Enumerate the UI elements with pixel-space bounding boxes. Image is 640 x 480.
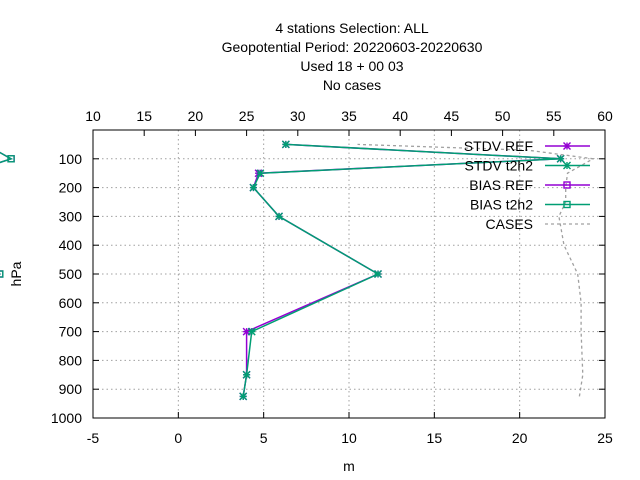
x2-tick-label: 45 xyxy=(444,108,460,124)
x2-tick-label: 15 xyxy=(136,108,152,124)
legend-marker xyxy=(563,161,571,170)
y-tick-label: 700 xyxy=(59,324,83,340)
legend-item-stdv-ref: STDV REF xyxy=(464,138,590,154)
legend-label: STDV t2h2 xyxy=(465,158,534,174)
y-tick-label: 500 xyxy=(59,266,83,282)
x2-tick-label: 50 xyxy=(495,108,511,124)
y-tick-label: 200 xyxy=(59,180,83,196)
legend-item-bias-t2h2: BIAS t2h2 xyxy=(470,197,590,213)
title-line-2: Geopotential Period: 20220603-20220630 xyxy=(222,39,483,55)
x2-tick-label: 55 xyxy=(546,108,562,124)
x2-tick-label: 35 xyxy=(341,108,357,124)
legend-item-stdv-t2h2: STDV t2h2 xyxy=(465,158,590,174)
x-tick-label: 15 xyxy=(427,430,443,446)
data-point-stdv-t2h2 xyxy=(256,169,265,178)
x2-tick-label: 25 xyxy=(239,108,255,124)
x-tick-label: 25 xyxy=(597,430,613,446)
legend-label: CASES xyxy=(486,216,533,232)
axes: -5 0 5 10 15 20 25 10 15 20 25 30 35 40 45 50 55 60 100 200… xyxy=(51,108,613,446)
data-point-stdv-t2h2 xyxy=(242,370,251,379)
series-layer xyxy=(0,140,596,401)
x-tick-label: -5 xyxy=(87,430,100,446)
data-point-bias-t2h2 xyxy=(7,155,15,163)
x-tick-label: 20 xyxy=(512,430,528,446)
data-point-stdv-t2h2 xyxy=(247,327,256,336)
grid xyxy=(93,130,605,418)
x-tick-label: 10 xyxy=(341,430,357,446)
title-line-1: 4 stations Selection: ALL xyxy=(275,20,429,36)
series-bias-t2h2 xyxy=(0,151,15,278)
legend: STDV REF STDV t2h2 BIAS REF BIAS t2h2 CASES xyxy=(464,138,590,232)
legend-label: BIAS t2h2 xyxy=(470,197,533,213)
data-point-bias-t2h2 xyxy=(0,270,4,278)
data-point-stdv-t2h2 xyxy=(275,212,284,221)
x-tick-label: 0 xyxy=(174,430,182,446)
legend-item-bias-ref: BIAS REF xyxy=(469,177,590,193)
x2-tick-label: 60 xyxy=(597,108,613,124)
y-tick-label: 400 xyxy=(59,237,83,253)
y-tick-label: 600 xyxy=(59,295,83,311)
legend-item-cases: CASES xyxy=(486,216,590,232)
x-axis-label: m xyxy=(343,458,355,474)
legend-label: BIAS REF xyxy=(469,177,533,193)
legend-marker xyxy=(563,200,571,209)
data-point-stdv-t2h2 xyxy=(281,140,290,149)
y-tick-label: 900 xyxy=(59,381,83,397)
chart-title: 4 stations Selection: ALL Geopotential P… xyxy=(222,20,483,93)
x-tick-label: 5 xyxy=(260,430,268,446)
y-tick-label: 1000 xyxy=(51,410,82,426)
y-tick-label: 100 xyxy=(59,151,83,167)
x2-tick-label: 10 xyxy=(85,108,101,124)
title-line-4: No cases xyxy=(323,77,381,93)
y-tick-label: 300 xyxy=(59,208,83,224)
legend-marker xyxy=(563,142,571,150)
data-point-stdv-t2h2 xyxy=(374,270,383,278)
series-stdv-t2h2 xyxy=(239,140,565,401)
x2-tick-label: 40 xyxy=(392,108,408,124)
legend-marker xyxy=(563,181,571,189)
x2-tick-label: 30 xyxy=(290,108,306,124)
legend-label: STDV REF xyxy=(464,138,533,154)
series-cases xyxy=(357,143,596,397)
y-axis-label: hPa xyxy=(8,261,24,286)
data-point-stdv-t2h2 xyxy=(239,392,248,401)
series-line-cases xyxy=(357,143,596,397)
title-line-3: Used 18 + 00 03 xyxy=(300,58,403,74)
data-point-stdv-t2h2 xyxy=(556,154,565,163)
data-point-stdv-t2h2 xyxy=(249,183,258,192)
x2-tick-label: 20 xyxy=(188,108,204,124)
y-tick-label: 800 xyxy=(59,352,83,368)
